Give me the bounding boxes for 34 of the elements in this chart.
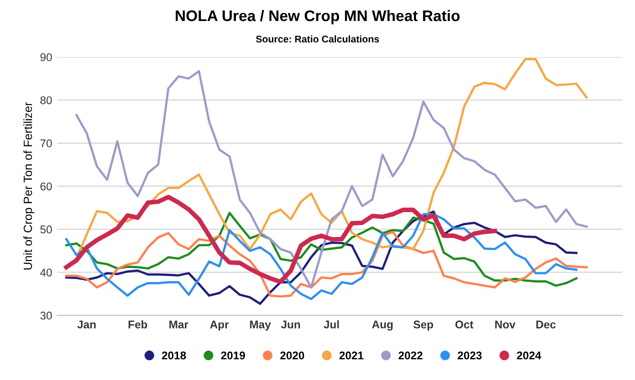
line-series <box>75 70 588 289</box>
line-series <box>64 194 498 284</box>
y-tick-label: 60 <box>40 182 52 190</box>
line-series <box>65 230 588 298</box>
x-tick-label: Apr <box>210 320 229 331</box>
legend-label: 2021 <box>339 352 364 360</box>
y-tick-label: 80 <box>40 96 52 104</box>
y-tick-label: 50 <box>40 226 52 234</box>
y-tick-label: 40 <box>40 268 52 276</box>
legend-label: 2023 <box>458 352 482 360</box>
line-series <box>65 212 578 287</box>
x-tick-label: Nov <box>495 320 516 328</box>
y-tick-label: 30 <box>40 312 52 320</box>
y-axis-title: Unit of Crop Per Ton of Fertilizer <box>23 102 34 270</box>
x-tick-label: Sep <box>414 320 434 331</box>
x-tick-label: Mar <box>169 320 188 328</box>
chart-subtitle: Source: Ratio Calculations <box>256 35 379 43</box>
x-tick-label: Aug <box>372 320 393 331</box>
x-tick-label: May <box>250 320 271 331</box>
x-tick-label: Dec <box>536 320 556 328</box>
x-tick-label: Jun <box>281 320 300 328</box>
chart-title: NOLA Urea / New Crop MN Wheat Ratio <box>176 10 460 24</box>
legend-label: 2019 <box>221 352 246 360</box>
legend-label: 2022 <box>398 352 422 360</box>
x-tick-label: Jan <box>77 320 96 328</box>
y-tick-label: 90 <box>40 53 52 62</box>
y-tick-label: 70 <box>40 139 52 148</box>
x-tick-label: Feb <box>128 320 148 328</box>
legend-label: 2020 <box>280 352 304 360</box>
x-tick-label: Jul <box>324 320 339 328</box>
line-series <box>75 58 588 260</box>
x-tick-label: Oct <box>455 320 474 328</box>
legend-label: 2018 <box>162 352 186 360</box>
legend-label: 2024 <box>516 352 542 360</box>
